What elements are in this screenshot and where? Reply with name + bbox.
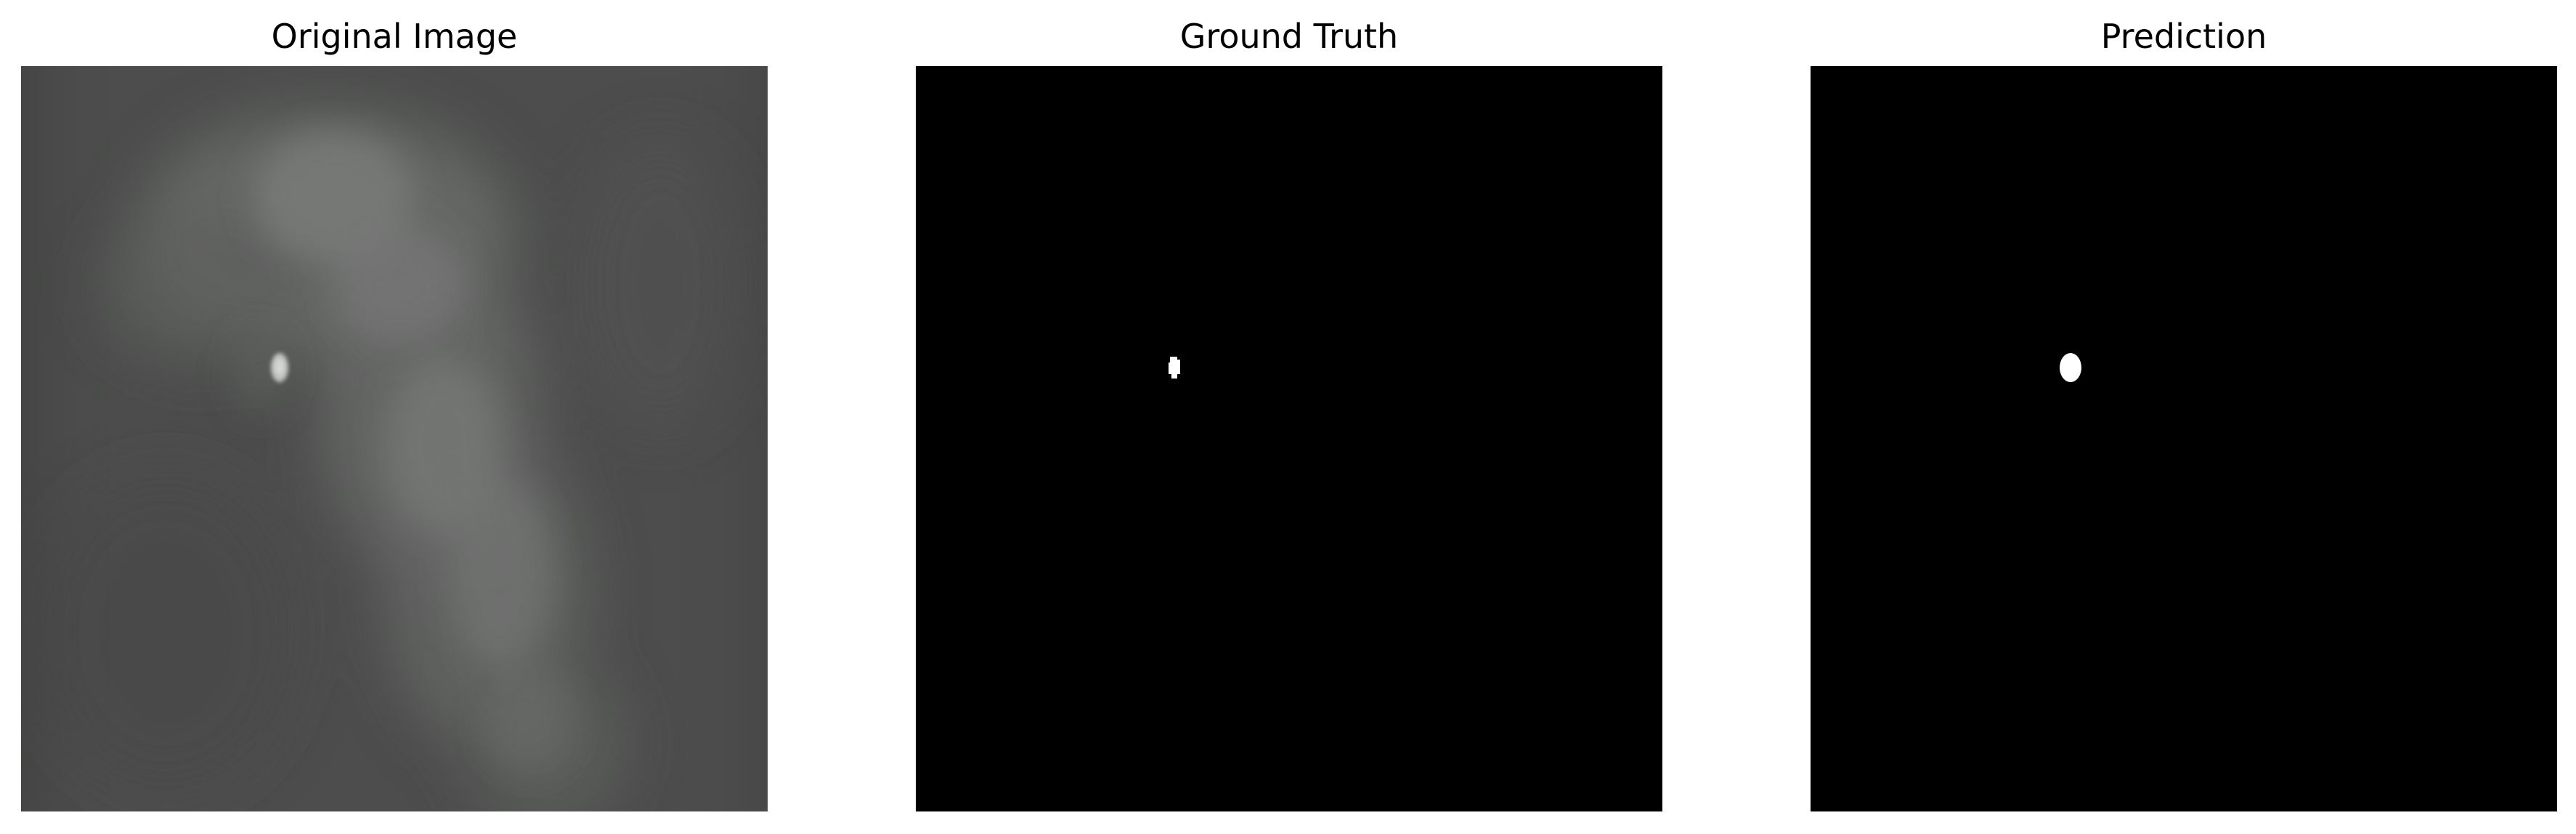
panel-original-image: Original Image xyxy=(21,0,768,834)
prediction-svg xyxy=(1811,66,2557,811)
prediction-blob xyxy=(2060,353,2081,382)
panel-title-original-image: Original Image xyxy=(271,17,518,56)
panel-ground-truth: Ground Truth xyxy=(916,0,1662,834)
panel-title-prediction: Prediction xyxy=(2100,17,2267,56)
panel-prediction: Prediction xyxy=(1811,0,2557,834)
mask-background xyxy=(916,66,1662,811)
ground-truth-svg xyxy=(916,66,1662,811)
mask-background xyxy=(1811,66,2557,811)
original-image-svg xyxy=(21,66,768,811)
ground-truth-mask xyxy=(916,66,1662,811)
ground-truth-blob xyxy=(1169,357,1180,378)
prediction-mask xyxy=(1811,66,2557,811)
panel-title-ground-truth: Ground Truth xyxy=(1179,17,1399,56)
original-image xyxy=(21,66,768,811)
